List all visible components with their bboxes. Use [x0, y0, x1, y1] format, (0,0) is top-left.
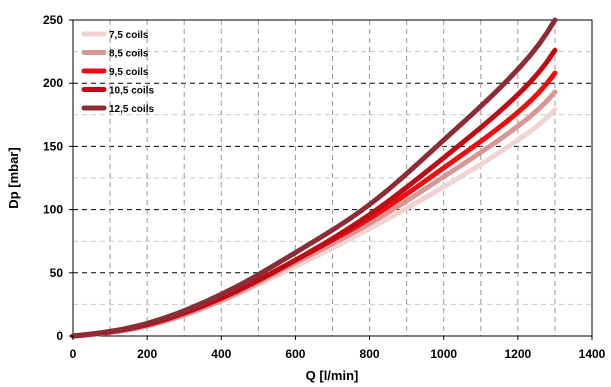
plot-border: [72, 19, 593, 337]
x-tick-label: 600: [285, 347, 305, 361]
x-tick-label: 1200: [505, 347, 532, 361]
x-axis-ticks: 0 200 400 600 800 1000 1200 1400: [70, 336, 606, 361]
x-axis-title: Q [l/min]: [306, 368, 359, 383]
legend-label: 10,5 coils: [109, 86, 154, 97]
legend-label: 12,5 coils: [109, 104, 154, 115]
legend-label: 9,5 coils: [109, 67, 149, 78]
x-tick-label: 800: [360, 347, 380, 361]
y-tick-label: 200: [43, 76, 63, 90]
legend-label: 8,5 coils: [109, 49, 149, 60]
plot-frame: [72, 19, 593, 337]
y-tick-label: 50: [50, 266, 64, 280]
series-lines: [70, 17, 558, 339]
x-tick-label: 1000: [430, 347, 457, 361]
y-axis-title: Dp [mbar]: [6, 147, 21, 208]
series-line-1: [70, 107, 558, 339]
x-tick-label: 1400: [579, 347, 606, 361]
x-tick-label: 200: [137, 347, 157, 361]
x-tick-label: 400: [211, 347, 231, 361]
legend-label: 7,5 coils: [109, 30, 149, 41]
y-tick-label: 150: [43, 139, 63, 153]
y-tick-label: 100: [43, 203, 63, 217]
x-tick-label: 0: [70, 347, 77, 361]
series-line-5: [70, 17, 558, 339]
y-axis-ticks: 0 50 100 150 200 250: [43, 13, 73, 343]
y-tick-label: 0: [56, 329, 63, 343]
legend: 7,5 coils 8,5 coils 9,5 coils 10,5 coils 12,…: [81, 30, 154, 115]
y-tick-label: 250: [43, 13, 63, 27]
grid: [73, 20, 592, 336]
